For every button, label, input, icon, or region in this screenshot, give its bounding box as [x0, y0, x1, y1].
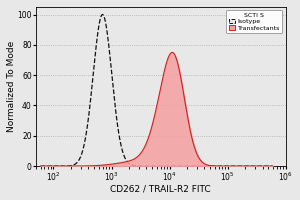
X-axis label: CD262 / TRAIL-R2 FITC: CD262 / TRAIL-R2 FITC — [110, 184, 211, 193]
Legend: Isotype, Transfectants: Isotype, Transfectants — [226, 10, 283, 33]
Y-axis label: Normalized To Mode: Normalized To Mode — [7, 41, 16, 132]
